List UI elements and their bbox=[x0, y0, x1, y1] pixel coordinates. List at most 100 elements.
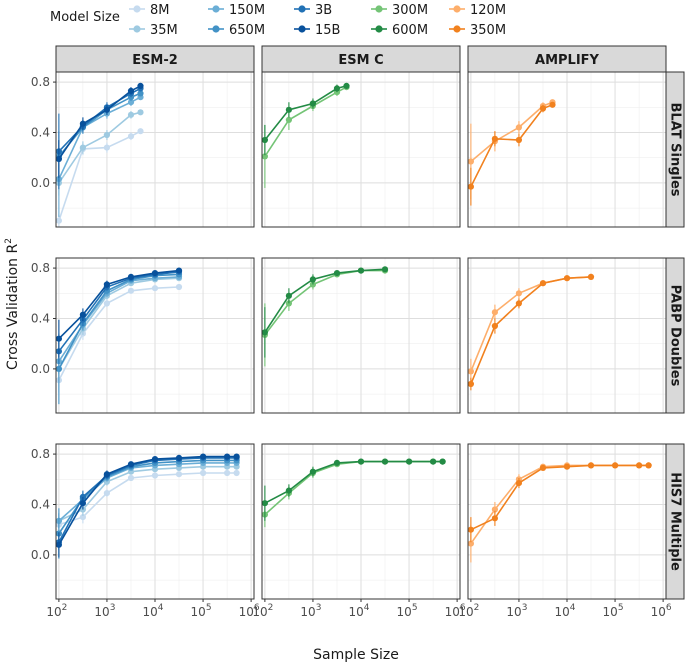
series-line bbox=[58, 273, 180, 370]
x-tick-label: 105 bbox=[603, 603, 624, 619]
series-350m bbox=[467, 462, 652, 543]
data-point bbox=[406, 458, 413, 465]
data-point bbox=[261, 136, 268, 144]
legend-entry-600m: 600M bbox=[371, 23, 428, 38]
y-tick-label: 0.8 bbox=[31, 447, 50, 461]
strip-background bbox=[261, 45, 461, 73]
strip-label: HIS7 Multiple bbox=[668, 472, 683, 571]
data-point bbox=[491, 309, 498, 316]
data-point bbox=[587, 462, 595, 469]
data-point bbox=[200, 453, 207, 460]
data-point bbox=[233, 469, 240, 477]
legend-marker bbox=[453, 25, 461, 33]
data-point bbox=[175, 471, 183, 478]
data-point bbox=[343, 82, 350, 89]
data-point bbox=[55, 155, 63, 163]
x-tick-exponent: 3 bbox=[316, 603, 322, 613]
series-line bbox=[58, 286, 180, 381]
data-point bbox=[261, 500, 268, 507]
y-tick-label: 0.4 bbox=[31, 125, 50, 139]
panel-pabp-doubles-esm-2 bbox=[55, 257, 255, 414]
x-tick-exponent: 6 bbox=[460, 603, 466, 613]
data-point bbox=[151, 472, 159, 479]
data-point bbox=[357, 458, 365, 465]
data-point bbox=[309, 100, 316, 107]
series-600m bbox=[261, 82, 350, 156]
legend-entry-120m: 120M bbox=[449, 3, 506, 18]
y-tick-label: 0.0 bbox=[31, 176, 50, 190]
x-tick-label: 104 bbox=[142, 603, 163, 619]
data-point bbox=[467, 526, 474, 533]
legend-label: 3B bbox=[315, 3, 332, 18]
legend-entry-300m: 300M bbox=[371, 3, 428, 18]
legend-entry-8m: 8M bbox=[129, 3, 170, 18]
series-15b bbox=[55, 82, 144, 178]
data-point bbox=[467, 183, 474, 190]
x-tick-label: 103 bbox=[300, 603, 321, 619]
data-point bbox=[539, 280, 547, 287]
data-point bbox=[103, 281, 110, 288]
legend-entry-3b: 3B bbox=[294, 3, 332, 18]
y-tick-label: 0.4 bbox=[31, 497, 50, 511]
data-point bbox=[55, 365, 63, 372]
legend-marker bbox=[453, 5, 461, 13]
data-point bbox=[285, 116, 292, 123]
data-point bbox=[79, 120, 86, 127]
panel-pabp-doubles-esm-c bbox=[261, 257, 461, 414]
legend-label: 8M bbox=[150, 3, 170, 18]
data-point bbox=[233, 453, 240, 460]
data-point bbox=[137, 109, 144, 116]
x-tick-exponent: 4 bbox=[364, 603, 370, 613]
data-point bbox=[645, 462, 652, 469]
data-point bbox=[175, 283, 183, 291]
x-tick-exponent: 5 bbox=[618, 603, 624, 613]
series-8m bbox=[55, 283, 183, 393]
data-point bbox=[261, 153, 268, 160]
data-point bbox=[491, 515, 498, 522]
data-point bbox=[137, 82, 144, 89]
y-tick-label: 0.8 bbox=[31, 261, 50, 275]
legend-title: Model Size bbox=[50, 10, 120, 25]
data-point bbox=[515, 136, 523, 144]
data-point bbox=[127, 273, 135, 280]
x-tick-exponent: 2 bbox=[474, 603, 480, 613]
data-point bbox=[151, 456, 159, 463]
data-point bbox=[261, 329, 268, 336]
legend-marker bbox=[375, 5, 383, 13]
legend-label: 300M bbox=[392, 3, 428, 18]
data-point bbox=[515, 480, 523, 487]
legend-label: 150M bbox=[229, 3, 265, 18]
series-line bbox=[470, 276, 592, 385]
x-tick-exponent: 5 bbox=[412, 603, 418, 613]
y-axis-title: Cross Validation R2 bbox=[4, 238, 21, 370]
x-axis-title: Sample Size bbox=[313, 647, 399, 662]
data-point bbox=[127, 287, 135, 294]
data-point bbox=[309, 468, 316, 475]
x-tick-exponent: 3 bbox=[522, 603, 528, 613]
legend-marker bbox=[375, 25, 383, 33]
legend-marker bbox=[212, 5, 220, 13]
x-tick-exponent: 2 bbox=[268, 603, 274, 613]
series-line bbox=[264, 268, 386, 333]
data-point bbox=[439, 458, 446, 465]
row-strip-pabp-doubles: PABP Doubles bbox=[665, 257, 685, 414]
strip-label: BLAT Singles bbox=[668, 102, 683, 196]
legend-marker bbox=[133, 25, 141, 33]
strip-background bbox=[665, 257, 685, 414]
panel-pabp-doubles-amplify bbox=[467, 257, 667, 414]
x-tick-exponent: 6 bbox=[666, 603, 672, 613]
legend-entry-350m: 350M bbox=[449, 23, 506, 38]
axes: ESM-2 ESM C AMPLIFY BLAT Singles PABP Double… bbox=[4, 45, 685, 662]
data-point bbox=[103, 490, 110, 497]
panel-blat-singles-esm-2 bbox=[55, 71, 255, 228]
row-strip-his7-multiple: HIS7 Multiple bbox=[665, 443, 685, 600]
data-point bbox=[151, 270, 159, 277]
series-600m bbox=[261, 458, 446, 521]
y-tick-label: 0.0 bbox=[31, 362, 50, 376]
legend: Model Size 8M 35M 150M 650M 3B 15B 300M 600M 120M… bbox=[50, 3, 506, 38]
data-point bbox=[127, 99, 135, 106]
data-point bbox=[55, 217, 63, 224]
x-tick-label: 102 bbox=[458, 603, 479, 619]
data-point bbox=[285, 300, 292, 307]
data-point bbox=[491, 506, 498, 513]
